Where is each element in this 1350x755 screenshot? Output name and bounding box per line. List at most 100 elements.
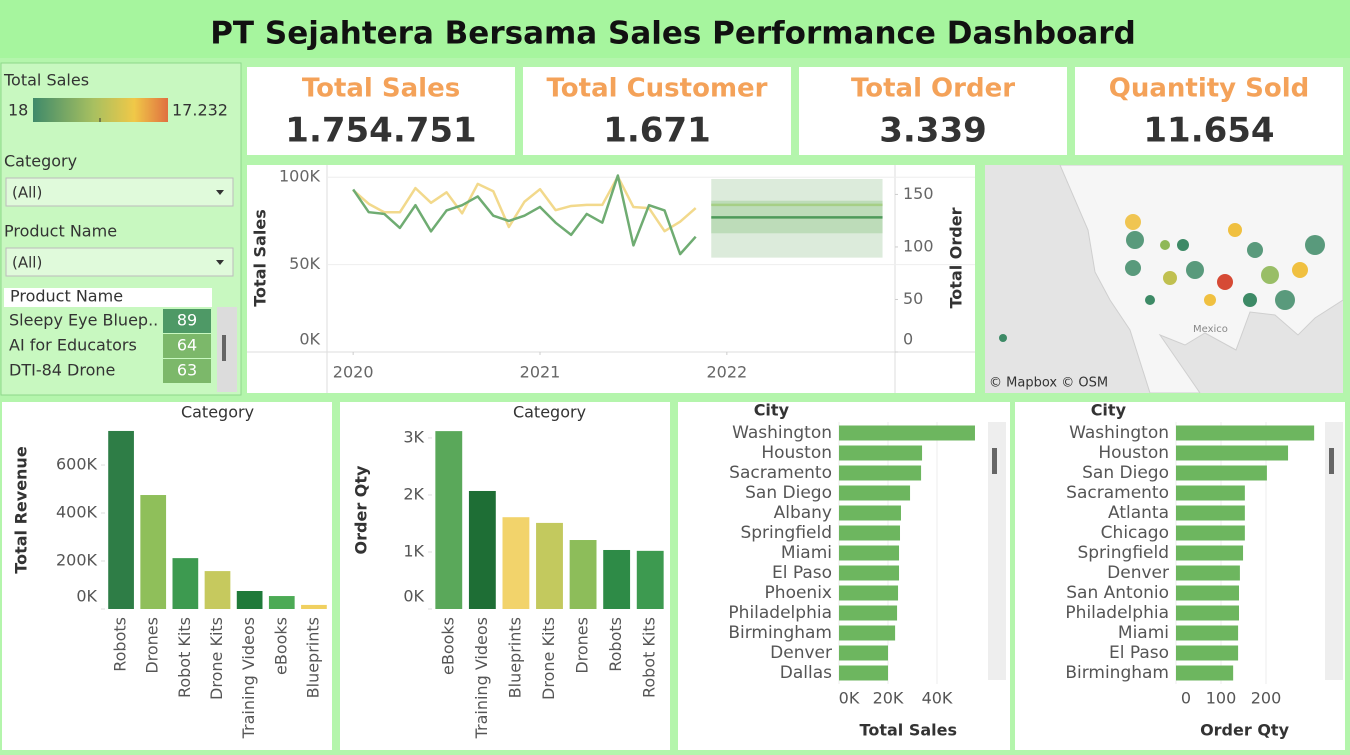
y-tick-label: 100K: [279, 167, 321, 186]
x-tick-label: Drone Kits: [207, 617, 226, 700]
map-bubble: [1177, 239, 1189, 251]
y-tick-label: 2K: [403, 484, 424, 503]
scrollbar[interactable]: [1325, 422, 1343, 680]
y2-tick-label: 150: [903, 184, 934, 203]
y-tick-label: Birmingham: [728, 623, 832, 643]
bar: [204, 571, 231, 609]
bar: [1176, 525, 1245, 541]
y-tick-label: Washington: [1069, 423, 1169, 443]
table-header-bg: [4, 288, 212, 307]
map-bubble: [1305, 235, 1325, 255]
chart-title: Category: [181, 403, 254, 422]
kpi-label: Total Sales: [302, 74, 460, 104]
kpi-card: [1075, 67, 1343, 155]
y-axis-label: Total Revenue: [12, 446, 31, 574]
table-value: 89: [177, 311, 197, 330]
dropdown[interactable]: [5, 247, 234, 277]
kpi-value: 1.754.751: [285, 111, 476, 151]
y-tick-label: Houston: [1098, 443, 1169, 463]
map-bubble: [1160, 240, 1170, 250]
map-bubble: [999, 334, 1007, 342]
map-bubble: [1275, 290, 1295, 310]
map-bubble: [1228, 223, 1242, 237]
y-tick-label: 400K: [56, 503, 98, 522]
bar: [1176, 605, 1239, 621]
chart-title: Category: [513, 403, 586, 422]
map-bubble: [1163, 271, 1177, 285]
x-axis-label: Total Sales: [860, 721, 957, 740]
dashboard-title: PT Sejahtera Bersama Sales Performance D…: [210, 16, 1136, 52]
bar: [1176, 645, 1239, 661]
bar: [536, 522, 563, 609]
y-tick-label: Miami: [1118, 623, 1169, 643]
bar: [140, 495, 167, 609]
y-tick-label: Sacramento: [729, 463, 832, 483]
y-tick-label: Birmingham: [1065, 663, 1169, 683]
scroll-thumb[interactable]: [992, 448, 997, 474]
y-tick-label: 3K: [403, 427, 424, 446]
map-bubble: [1125, 214, 1141, 230]
dropdown-value[interactable]: (All): [12, 254, 42, 272]
scrollbar[interactable]: [988, 422, 1006, 680]
y-axis-label: Total Sales: [251, 209, 270, 306]
y-tick-label: Albany: [774, 503, 832, 523]
map-credit: © Mapbox © OSM: [989, 376, 1108, 391]
bar: [1176, 545, 1244, 561]
bar: [172, 558, 199, 609]
x-tick-label: 2021: [520, 363, 561, 382]
chart-panel: [2, 402, 332, 750]
x-tick-label: 2020: [333, 363, 374, 382]
bar: [839, 565, 900, 581]
y-tick-label: Phoenix: [765, 583, 832, 603]
scrollbar[interactable]: [217, 307, 237, 392]
map-bubble: [1261, 266, 1279, 284]
map-bubble: [1126, 231, 1144, 249]
filter-label: Category: [4, 152, 77, 171]
bar: [1176, 465, 1267, 481]
bar: [468, 490, 496, 609]
kpi-label: Quantity Sold: [1109, 74, 1310, 104]
legend-title: Total Sales: [3, 71, 89, 90]
x-tick-label: Drone Kits: [539, 617, 558, 700]
bar: [1176, 425, 1315, 441]
x-tick-label: Robot Kits: [175, 617, 194, 698]
x-tick-label: Blueprints: [303, 617, 322, 698]
bar: [1176, 485, 1245, 501]
bar: [502, 517, 530, 609]
y-axis-label: Order Qty: [352, 465, 371, 555]
kpi-value: 1.671: [603, 111, 711, 151]
y2-tick-label: 50: [903, 289, 923, 308]
bar: [839, 445, 923, 461]
x-tick-label: eBooks: [271, 617, 290, 675]
y-tick-label: 600K: [56, 455, 98, 474]
dropdown-arrow[interactable]: [216, 260, 224, 265]
table-value: 64: [177, 336, 197, 355]
bar: [839, 625, 896, 641]
x-tick-label: 100: [1206, 689, 1237, 708]
kpi-value: 11.654: [1143, 111, 1274, 151]
y-tick-label: 0K: [403, 587, 424, 606]
map-bubble: [1186, 261, 1204, 279]
bar: [839, 545, 900, 561]
dropdown-arrow[interactable]: [216, 190, 224, 195]
y-tick-label: Springfield: [1077, 543, 1169, 563]
y-tick-label: Denver: [770, 643, 832, 663]
y2-tick-label: 100: [903, 236, 934, 255]
x-tick-label: Training Videos: [472, 617, 491, 739]
bar: [1176, 585, 1239, 601]
table-cell-bg: [163, 359, 211, 383]
x-tick-label: 0K: [839, 689, 860, 708]
x-tick-label: Drones: [573, 617, 592, 674]
scroll-thumb[interactable]: [222, 335, 226, 361]
bar: [268, 596, 295, 609]
dropdown-value[interactable]: (All): [12, 184, 42, 202]
dropdown[interactable]: [5, 177, 234, 207]
legend-min: 18: [8, 101, 28, 120]
x-tick-label: Robots: [111, 617, 130, 672]
bar: [839, 645, 888, 661]
kpi-value: 3.339: [879, 111, 987, 151]
scroll-thumb[interactable]: [1329, 448, 1334, 474]
map-bubble: [1243, 293, 1257, 307]
map-bubble: [1204, 294, 1216, 306]
